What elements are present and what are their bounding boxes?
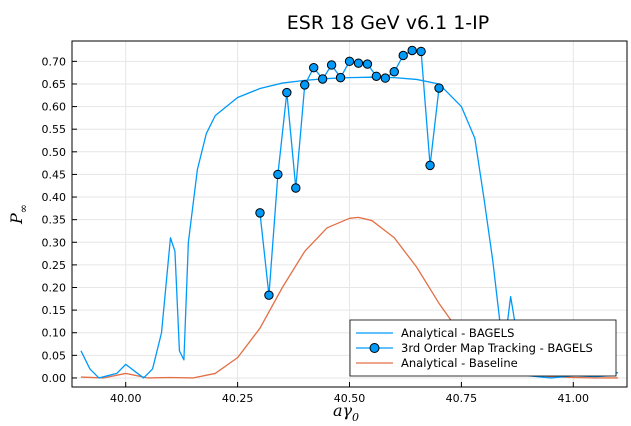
chart-title: ESR 18 GeV v6.1 1-IP — [287, 12, 489, 34]
y-tick-label: 0.05 — [42, 349, 67, 362]
data-point — [434, 83, 444, 93]
legend: Analytical - BAGELS 3rd Order Map Tracki… — [349, 319, 617, 377]
data-point — [353, 58, 364, 68]
y-tick-label: 0.55 — [42, 123, 67, 136]
legend-box — [349, 319, 617, 377]
y-tick-label: 0.15 — [42, 304, 67, 317]
data-point — [371, 71, 382, 81]
data-point — [407, 45, 417, 56]
y-tick-label: 0.45 — [42, 168, 67, 181]
x-tick-label: 40.75 — [446, 392, 478, 405]
x-tick-label: 41.00 — [558, 392, 590, 405]
y-tick-label: 0.40 — [42, 191, 67, 204]
data-point — [282, 87, 292, 98]
y-tick-label: 0.10 — [42, 327, 67, 340]
legend-marker-map-tracking — [369, 343, 380, 353]
data-point — [362, 59, 373, 69]
data-point — [317, 74, 328, 84]
data-point — [326, 60, 337, 70]
y-tick-label: 0.50 — [42, 146, 67, 159]
y-tick-label: 0.30 — [42, 236, 67, 249]
data-point — [300, 80, 310, 90]
y-tick-label: 0.00 — [42, 372, 67, 385]
y-axis-label: P∞ — [7, 204, 30, 225]
data-point — [389, 67, 399, 77]
x-tick-label: 40.25 — [222, 392, 254, 405]
data-point — [273, 169, 283, 180]
legend-label-analytical-bagels: Analytical - BAGELS — [401, 326, 514, 340]
x-axis-label-sub: 0 — [352, 411, 359, 424]
data-point — [264, 290, 274, 300]
legend-label-map-tracking: 3rd Order Map Tracking - BAGELS — [401, 341, 593, 355]
y-tick-label: 0.65 — [42, 78, 67, 91]
x-tick-label: 40.50 — [334, 392, 366, 405]
data-point — [344, 56, 355, 67]
legend-label-analytical-baseline: Analytical - Baseline — [401, 356, 518, 370]
y-tick-label: 0.60 — [42, 101, 67, 114]
data-point — [291, 183, 301, 193]
x-axis-label: aγ0 — [333, 401, 359, 424]
data-point — [416, 46, 426, 57]
data-point — [335, 72, 346, 83]
x-tick-label: 40.00 — [110, 392, 142, 405]
y-axis-label-sub: ∞ — [17, 204, 30, 213]
data-point — [308, 62, 319, 73]
data-point — [398, 50, 408, 61]
data-point — [425, 160, 435, 171]
y-tick-label: 0.25 — [42, 259, 67, 272]
y-tick-label: 0.20 — [42, 281, 67, 294]
tick-layer: 40.00 40.25 40.50 40.75 41.00 0.00 0.05 0.10 0.1… — [42, 55, 590, 405]
x-axis-label-main: aγ — [333, 401, 353, 420]
data-point — [380, 73, 391, 83]
y-tick-label: 0.70 — [42, 55, 67, 68]
y-axis-label-main: P — [7, 213, 26, 225]
data-point — [255, 208, 265, 218]
y-tick-label: 0.35 — [42, 214, 67, 227]
